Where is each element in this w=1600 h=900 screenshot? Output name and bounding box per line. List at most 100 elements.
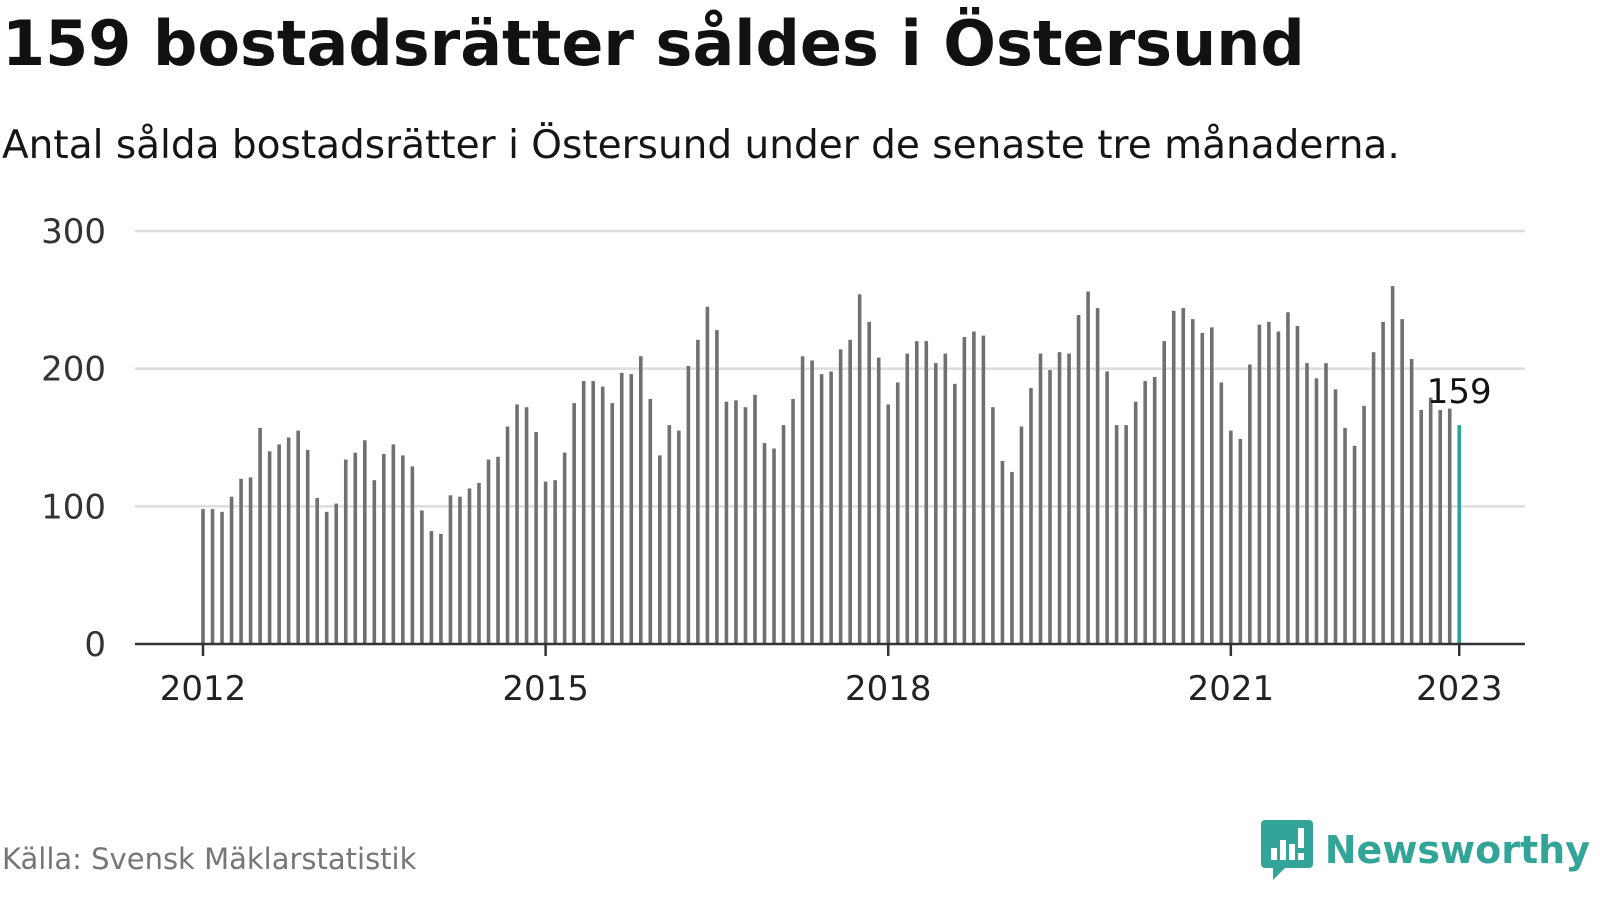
bar bbox=[334, 503, 339, 644]
bar bbox=[448, 495, 453, 644]
bar-highlight bbox=[1457, 425, 1462, 644]
bar bbox=[743, 407, 748, 644]
y-tick-label: 200 bbox=[41, 350, 106, 390]
bar bbox=[1076, 314, 1081, 644]
bar bbox=[477, 482, 481, 644]
bar bbox=[305, 449, 310, 644]
bar bbox=[791, 398, 795, 644]
bar bbox=[1181, 308, 1186, 644]
x-tick-label: 2021 bbox=[1188, 669, 1275, 709]
brand-logo: Newsworthy bbox=[1260, 818, 1590, 882]
bar bbox=[1057, 352, 1062, 644]
bar bbox=[1000, 460, 1005, 644]
bar bbox=[1352, 445, 1357, 644]
bar bbox=[496, 456, 500, 644]
bar bbox=[315, 498, 319, 644]
y-tick-label: 100 bbox=[41, 487, 106, 527]
bar bbox=[895, 382, 900, 644]
bar bbox=[943, 353, 948, 644]
bar bbox=[343, 459, 348, 644]
bar bbox=[600, 386, 605, 644]
bar bbox=[629, 374, 634, 644]
bar bbox=[924, 341, 929, 644]
bar bbox=[1019, 426, 1024, 644]
data-labels: 159 bbox=[1427, 372, 1492, 412]
bar bbox=[1438, 409, 1443, 644]
bar bbox=[420, 510, 424, 644]
bar bbox=[296, 430, 300, 644]
bar bbox=[715, 330, 719, 644]
bar bbox=[1152, 376, 1157, 644]
x-tick-label: 2018 bbox=[845, 669, 932, 709]
bar bbox=[401, 455, 405, 644]
bar bbox=[1409, 359, 1414, 644]
bar bbox=[1257, 324, 1262, 644]
bar bbox=[1390, 286, 1395, 644]
bar bbox=[591, 381, 595, 644]
bar bbox=[876, 357, 881, 644]
bar bbox=[934, 363, 938, 644]
bar bbox=[638, 356, 643, 644]
bar bbox=[1419, 409, 1423, 644]
bar bbox=[781, 425, 786, 644]
bar bbox=[1219, 382, 1224, 644]
bar bbox=[201, 509, 205, 644]
bar bbox=[734, 400, 738, 644]
bar bbox=[553, 480, 557, 644]
bar bbox=[286, 437, 291, 644]
bar bbox=[486, 459, 491, 644]
bar bbox=[1210, 327, 1214, 644]
bar bbox=[962, 337, 967, 644]
bar bbox=[353, 452, 358, 644]
bar bbox=[439, 533, 443, 644]
bar bbox=[258, 427, 262, 644]
bar bbox=[1295, 325, 1300, 644]
bar bbox=[1229, 430, 1233, 644]
bar bbox=[1010, 471, 1014, 644]
bar bbox=[1162, 341, 1167, 644]
bar bbox=[829, 371, 833, 644]
bar bbox=[1447, 408, 1452, 644]
bar bbox=[229, 496, 234, 644]
bar bbox=[696, 339, 700, 644]
bar bbox=[515, 404, 519, 644]
bar bbox=[534, 431, 538, 644]
brand-name: Newsworthy bbox=[1324, 828, 1590, 872]
bar bbox=[543, 481, 548, 644]
bar bbox=[382, 454, 386, 644]
bar bbox=[705, 306, 710, 644]
bar bbox=[1200, 332, 1205, 644]
x-tick-label: 2015 bbox=[502, 669, 589, 709]
bar bbox=[362, 440, 367, 644]
bar bbox=[686, 365, 691, 644]
bar bbox=[648, 398, 653, 644]
bar bbox=[772, 448, 776, 644]
bar bbox=[677, 430, 681, 644]
y-tick-label: 0 bbox=[84, 625, 106, 665]
bar bbox=[1105, 371, 1109, 644]
bar bbox=[753, 394, 757, 644]
bar bbox=[667, 425, 672, 644]
bar bbox=[1428, 397, 1433, 644]
bar bbox=[1238, 438, 1243, 644]
x-axis-tick-labels: 2012 2015 2018 2021 2023 bbox=[160, 644, 1503, 709]
bar bbox=[458, 496, 462, 644]
bar bbox=[467, 488, 472, 644]
y-tick-label: 300 bbox=[41, 212, 106, 252]
bar bbox=[324, 511, 329, 644]
bar bbox=[762, 443, 767, 644]
bar bbox=[848, 339, 852, 644]
bar bbox=[1324, 363, 1328, 644]
source-note: Källa: Svensk Mäklarstatistik bbox=[2, 842, 417, 876]
bar bbox=[981, 335, 986, 644]
bar bbox=[1086, 291, 1090, 644]
bar bbox=[619, 372, 624, 644]
bar bbox=[724, 401, 729, 644]
bar bbox=[210, 509, 215, 644]
bar bbox=[1067, 353, 1071, 644]
bar bbox=[505, 426, 510, 644]
bar bbox=[1048, 370, 1052, 644]
bar bbox=[1267, 321, 1271, 644]
bar bbox=[267, 451, 272, 644]
y-axis-tick-labels: 0 100 200 300 bbox=[41, 212, 106, 665]
